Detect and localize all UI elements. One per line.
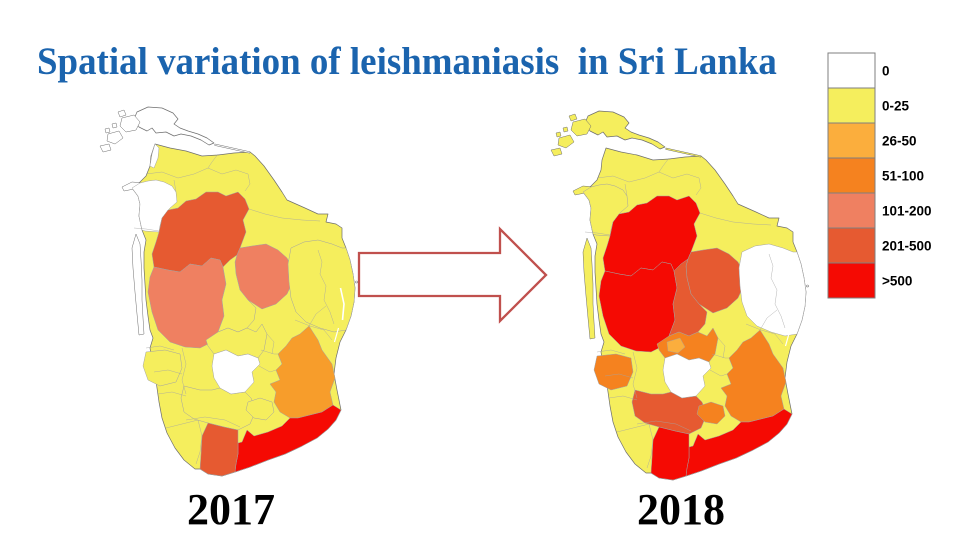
svg-text:201-500: 201-500 [882,239,932,254]
svg-text:51-100: 51-100 [882,169,924,184]
svg-text:0-25: 0-25 [882,99,910,114]
svg-text:26-50: 26-50 [882,134,917,149]
svg-text:101-200: 101-200 [882,204,932,219]
svg-text:>500: >500 [882,274,912,289]
svg-text:0: 0 [882,64,890,79]
